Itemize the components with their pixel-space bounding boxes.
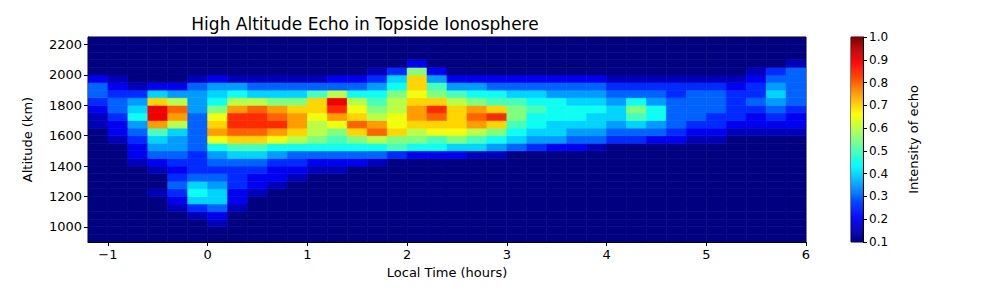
svg-text:0.1: 0.1 [869, 235, 888, 249]
svg-text:6: 6 [802, 247, 810, 262]
svg-text:1200: 1200 [49, 189, 82, 204]
svg-text:1: 1 [303, 247, 311, 262]
svg-text:0: 0 [204, 247, 212, 262]
svg-text:Local Time (hours): Local Time (hours) [387, 265, 507, 280]
svg-text:0.9: 0.9 [869, 53, 888, 67]
svg-text:Altitude (km): Altitude (km) [20, 97, 35, 182]
svg-text:High Altitude Echo in Topside: High Altitude Echo in Topside Ionosphere [191, 14, 538, 34]
svg-text:1600: 1600 [49, 128, 82, 143]
svg-text:Intensity of echo: Intensity of echo [906, 85, 921, 194]
svg-text:1000: 1000 [49, 219, 82, 234]
svg-text:0.4: 0.4 [869, 167, 888, 181]
svg-text:4: 4 [602, 247, 610, 262]
svg-text:1400: 1400 [49, 159, 82, 174]
svg-text:0.7: 0.7 [869, 98, 888, 112]
svg-text:1.0: 1.0 [869, 30, 888, 44]
svg-text:2: 2 [403, 247, 411, 262]
svg-text:1800: 1800 [49, 98, 82, 113]
svg-text:0.5: 0.5 [869, 144, 888, 158]
svg-text:3: 3 [503, 247, 511, 262]
svg-text:0.8: 0.8 [869, 76, 888, 90]
svg-text:2200: 2200 [49, 37, 82, 52]
svg-text:0.3: 0.3 [869, 189, 888, 203]
svg-text:−1: −1 [98, 247, 117, 262]
svg-text:5: 5 [702, 247, 710, 262]
svg-text:0.2: 0.2 [869, 212, 888, 226]
svg-text:2000: 2000 [49, 67, 82, 82]
svg-text:0.6: 0.6 [869, 121, 888, 135]
